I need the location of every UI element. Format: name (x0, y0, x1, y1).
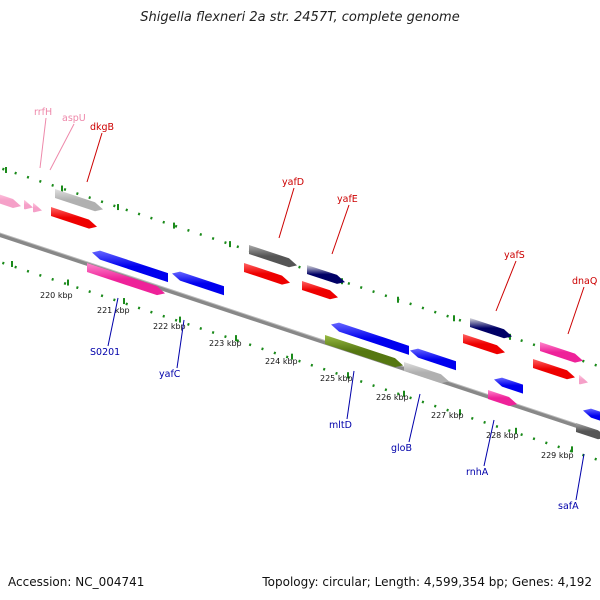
scale-label: 227 kbp (431, 411, 464, 420)
scale-label: 222 kbp (153, 322, 186, 331)
features-layer (0, 189, 600, 440)
gene-label-S0201: S0201 (90, 347, 120, 358)
gene-arrow-reverse (92, 250, 168, 283)
gene-arrow-rnhA-other (488, 390, 517, 406)
scale-label: 220 kbp (40, 291, 73, 300)
gene-arrow-dnaQ (533, 359, 575, 380)
scale-label: 223 kbp (209, 339, 242, 348)
gene-label-rrfH: rrfH (34, 107, 52, 118)
gene-arrow-mltD-green (325, 335, 403, 368)
gene-label-yafS: yafS (504, 250, 525, 261)
gene-label-dkgB: dkgB (90, 122, 114, 133)
gene-arrow-yafE (302, 281, 338, 300)
gene-label-rnhA: rnhA (466, 467, 489, 478)
gene-label-yafC: yafC (159, 369, 181, 380)
label-leader-line (483, 419, 495, 467)
gene-arrow-gloB (410, 348, 456, 371)
scale-ticks-layer: 220 kbp 221 kbp 222 kbp 223 kbp 224 kbp 225 k… (40, 291, 574, 460)
scale-label: 229 kbp (541, 451, 574, 460)
gene-arrow-safA (583, 408, 600, 421)
gene-arrow-dkgB-other (55, 189, 103, 212)
scale-label: 228 kbp (486, 431, 519, 440)
gene-arrow-yafE-other (307, 265, 345, 284)
gene-label-gloB: gloB (391, 443, 412, 454)
label-leader-line (49, 123, 75, 171)
gene-arrow-mltD (331, 322, 409, 355)
rna-feature-arrow (0, 194, 21, 208)
rna-feature-arrow (24, 200, 33, 210)
upper-dotted-track (0, 166, 600, 368)
scale-label: 225 kbp (320, 374, 353, 383)
label-leader-line (86, 132, 103, 183)
gene-label-yafD: yafD (282, 177, 304, 188)
gene-label-dnaQ: dnaQ (572, 276, 597, 287)
label-leader-line (331, 204, 350, 255)
genome-summary-text: Topology: circular; Length: 4,599,354 bp… (262, 575, 592, 589)
gene-arrow-gloB-other (404, 362, 449, 384)
gene-label-aspU: aspU (62, 113, 86, 124)
rna-feature-arrow (33, 203, 42, 213)
label-leader-line (408, 393, 421, 443)
gene-arrow-yafD (244, 263, 290, 285)
map-title: Shigella flexneri 2a str. 2457T, complet… (140, 10, 460, 25)
labels-layer: rrfH aspU dkgB yafD yafE yafS dnaQ S0201 yafC mlt… (34, 107, 597, 512)
gene-label-safA: safA (558, 501, 579, 512)
gene-arrow-yafD-other (249, 245, 297, 268)
gene-arrow-rnhA (494, 377, 523, 394)
gene-arrow-yafC (172, 271, 224, 296)
label-leader-line (39, 117, 47, 169)
accession-text: Accession: NC_004741 (8, 575, 145, 589)
label-leader-line (575, 453, 585, 501)
gene-arrow-yafS (463, 334, 505, 355)
gene-arrow-dkgB (51, 207, 97, 229)
scale-label: 224 kbp (265, 357, 298, 366)
gene-arrow-dnaQ-other (540, 342, 583, 363)
rna-feature-arrow (579, 375, 588, 385)
label-leader-line (346, 370, 355, 420)
scale-label: 226 kbp (376, 393, 409, 402)
label-leader-line (176, 319, 185, 369)
gene-arrow-safA-other (576, 423, 600, 440)
label-leader-line (278, 187, 295, 239)
gene-label-yafE: yafE (337, 194, 358, 205)
scale-label: 221 kbp (97, 306, 130, 315)
label-leader-line (107, 297, 119, 347)
gene-arrow-yafS-other (470, 318, 512, 339)
label-leader-line (495, 260, 517, 312)
label-leader-line (567, 286, 585, 335)
gene-label-mltD: mltD (329, 420, 352, 431)
gene-arrow-S0201 (87, 263, 165, 296)
lower-dotted-track (0, 260, 600, 462)
